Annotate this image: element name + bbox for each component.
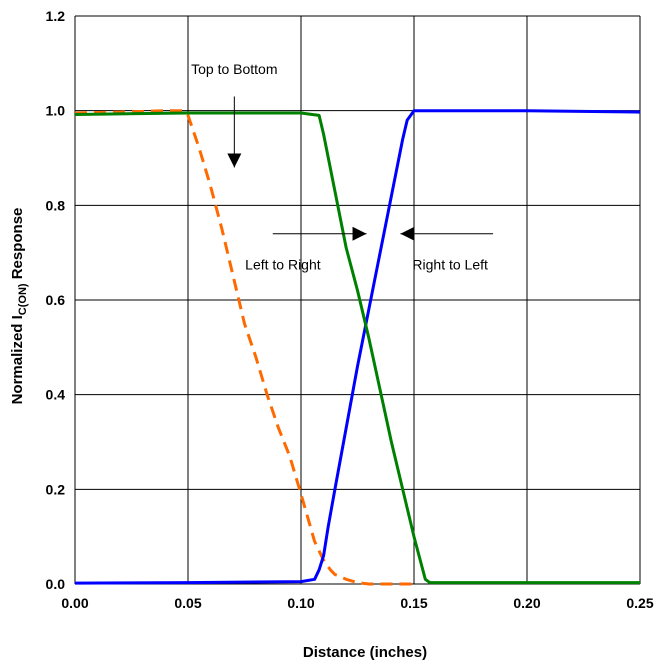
annotation-arrowhead	[227, 153, 242, 168]
x-tick-label: 0.00	[61, 595, 88, 611]
y-tick-label: 1.2	[46, 8, 66, 24]
x-axis-title: Distance (inches)	[303, 644, 427, 661]
y-axis-title: Normalized IC(ON) Response	[9, 208, 29, 405]
y-tick-label: 0.6	[46, 292, 66, 308]
x-tick-label: 0.15	[400, 595, 427, 611]
x-tick-label: 0.25	[626, 595, 653, 611]
y-tick-label: 0.0	[46, 576, 66, 592]
x-tick-label: 0.20	[513, 595, 540, 611]
annotation-arrowhead	[400, 226, 415, 241]
y-tick-label: 0.2	[46, 481, 66, 497]
annotation-label: Top to Bottom	[191, 61, 277, 77]
gridlines	[74, 15, 641, 585]
annotation-label: Left to Right	[245, 257, 321, 273]
series-lines	[74, 109, 641, 586]
y-tick-label: 1.0	[46, 103, 66, 119]
y-tick-label: 0.4	[46, 387, 66, 403]
y-axis-title-tail: Response	[9, 208, 26, 284]
annotation-label: Right to Left	[412, 257, 488, 273]
series-line-right-to-left	[74, 111, 640, 585]
annotation-arrowhead	[352, 226, 367, 241]
x-tick-label: 0.05	[174, 595, 201, 611]
y-tick-label: 0.8	[46, 197, 66, 213]
y-axis-title-sub: C(ON)	[17, 283, 29, 315]
series-line-top-to-bottom	[74, 109, 414, 586]
x-tick-label: 0.10	[287, 595, 314, 611]
series-line-left-to-right	[74, 109, 641, 585]
tick-labels: 0.00 0.05 0.10 0.15 0.20 0.25 0.0 0.2 0.4 0.6 0.8 1…	[46, 8, 654, 611]
annotations: Top to Bottom Left to Right Right to Left	[191, 61, 494, 273]
y-axis-title-main: Normalized I	[9, 315, 26, 404]
